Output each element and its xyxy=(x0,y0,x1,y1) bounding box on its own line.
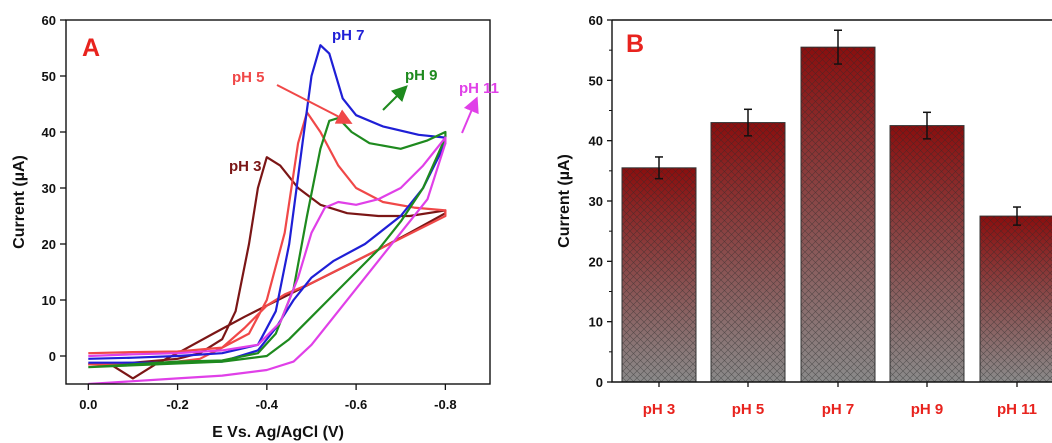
cv-y-tick-label: 10 xyxy=(42,293,56,308)
bar-panel: 0 10 20 30 40 50 60 pH 3 pH 5 pH 7 pH 9 pH 11 B Cu… xyxy=(556,13,1052,418)
error-bars xyxy=(655,29,1021,226)
bar-x-axis: pH 3 pH 5 pH 7 pH 9 pH 11 xyxy=(643,382,1037,418)
bar-y-tick-label: 60 xyxy=(589,13,603,28)
cv-panel: 0.0 -0.2 -0.4 -0.6 -0.8 0 10 20 30 40 50 60 A E Vs… xyxy=(11,13,499,441)
cv-x-tick-label: -0.6 xyxy=(345,397,367,412)
cv-y-tick-label: 0 xyxy=(49,349,56,364)
cv-panel-letter: A xyxy=(82,34,100,62)
bar-y-tick-label: 40 xyxy=(589,134,603,149)
bar-panel-letter: B xyxy=(626,30,644,58)
bar-category-label-ph11: pH 11 xyxy=(997,401,1037,418)
cv-arrow-ph9 xyxy=(382,85,408,111)
cv-curve-ph5 xyxy=(88,111,447,366)
error-bar-ph9 xyxy=(923,111,931,140)
cv-y-axis: 0 10 20 30 40 50 60 xyxy=(42,13,66,364)
cv-label-ph5: pH 5 xyxy=(232,69,265,86)
error-bar-ph3 xyxy=(655,156,663,180)
error-bar-ph11 xyxy=(1013,206,1021,226)
bar-y-tick-label: 10 xyxy=(589,315,603,330)
error-bar-ph7 xyxy=(834,29,842,65)
bar-y-tick-label: 30 xyxy=(589,194,603,209)
cv-x-tick-label: -0.2 xyxy=(166,397,188,412)
cv-label-ph9: pH 9 xyxy=(405,67,438,84)
bar-category-label-ph3: pH 3 xyxy=(643,401,676,418)
bar-hatch-ph5 xyxy=(711,122,785,383)
error-bar-ph5 xyxy=(744,108,752,137)
cv-arrow-ph11 xyxy=(461,96,479,134)
bar-category-label-ph9: pH 9 xyxy=(911,401,944,418)
cv-plot-frame xyxy=(65,19,491,385)
cv-label-ph11: pH 11 xyxy=(459,80,499,97)
bar-y-axis-title: Current (µA) xyxy=(556,154,573,248)
cv-curve-ph9 xyxy=(88,116,447,369)
cv-y-tick-label: 20 xyxy=(42,237,56,252)
cv-label-ph7: pH 7 xyxy=(332,27,365,44)
bar-y-tick-label: 20 xyxy=(589,254,603,269)
bar-hatch-ph3 xyxy=(622,167,696,382)
cv-x-tick-label: 0.0 xyxy=(79,397,97,412)
cv-x-tick-label: -0.8 xyxy=(434,397,456,412)
cv-x-tick-label: -0.4 xyxy=(256,397,279,412)
bar-category-label-ph5: pH 5 xyxy=(732,401,765,418)
bar-hatch-ph11 xyxy=(980,216,1052,382)
cv-x-axis-title: E Vs. Ag/AgCl (V) xyxy=(212,424,344,441)
cv-label-ph3: pH 3 xyxy=(229,158,262,175)
cv-y-tick-label: 30 xyxy=(42,181,56,196)
cv-x-axis: 0.0 -0.2 -0.4 -0.6 -0.8 xyxy=(79,384,457,412)
cv-y-tick-label: 60 xyxy=(42,13,56,28)
cv-curve-ph11 xyxy=(88,136,447,384)
bar-category-label-ph7: pH 7 xyxy=(822,401,855,418)
bar-series xyxy=(621,46,1052,383)
bar-hatch-ph7 xyxy=(801,47,875,383)
cv-y-tick-label: 50 xyxy=(42,69,56,84)
bar-hatch-ph9 xyxy=(890,125,964,382)
bar-y-axis: 0 10 20 30 40 50 60 xyxy=(589,13,612,390)
bar-y-tick-label: 50 xyxy=(589,73,603,88)
cv-y-axis-title: Current (µA) xyxy=(11,155,28,249)
cv-arrow-ph5 xyxy=(276,84,353,124)
cv-curve-ph3 xyxy=(88,156,447,380)
cv-y-tick-label: 40 xyxy=(42,125,56,140)
bar-y-tick-label: 0 xyxy=(596,375,603,390)
cv-curves xyxy=(88,44,447,384)
